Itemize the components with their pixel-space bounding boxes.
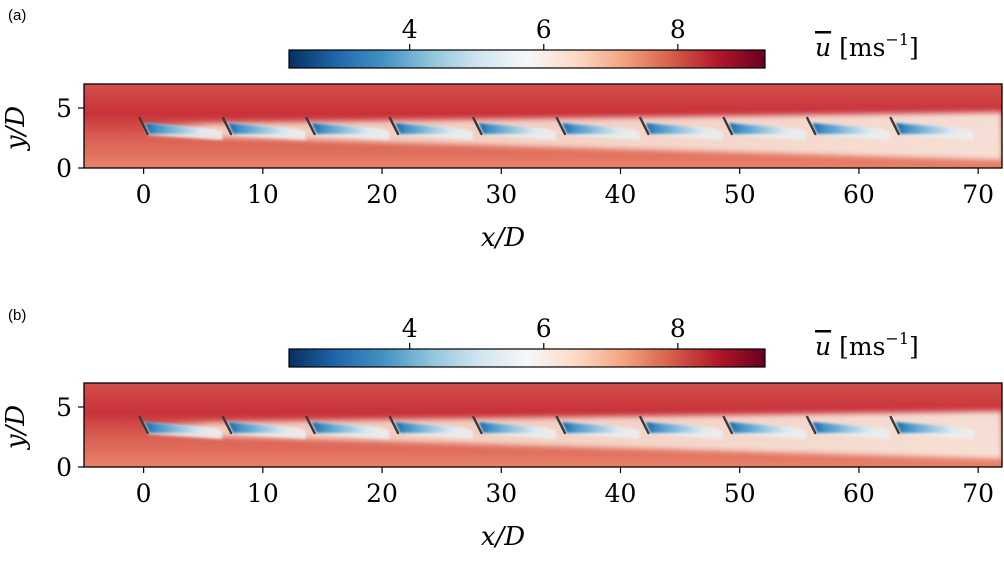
y-tick-label: 0 (56, 453, 72, 482)
wake-core (144, 422, 219, 433)
x-tick-label: 0 (136, 180, 152, 209)
turbine-rotor (555, 415, 567, 435)
panel-label: (a) (8, 7, 26, 24)
x-tick-label: 10 (247, 479, 279, 508)
x-tick-label: 40 (605, 479, 637, 508)
wake-core (728, 123, 803, 134)
wake-core (228, 422, 302, 433)
plot-frame (83, 382, 1003, 468)
panel-b: (b) 4 6 8 u [ms−1] 0 10 20 30 40 50 60 70 0 5 x/D y/D (1, 307, 1003, 552)
turbine-rotor (889, 116, 900, 136)
wake-core (561, 422, 636, 433)
turbine-rotor (722, 116, 733, 136)
x-tick-label: 50 (724, 479, 756, 508)
y-tick-label: 5 (56, 94, 72, 123)
x-tick-label: 60 (843, 180, 875, 209)
turbine-rotor (806, 116, 817, 136)
x-tick-label: 10 (247, 180, 279, 209)
x-axis-label: x/D (481, 522, 525, 552)
wake-core (478, 123, 553, 134)
turbine-rotor (555, 116, 567, 136)
x-tick-label: 30 (485, 180, 517, 209)
turbine-rotor (388, 116, 400, 136)
merged-wake-band (141, 411, 1002, 459)
plot-frame (83, 83, 1003, 169)
turbine-rotor (472, 415, 483, 435)
turbine-rotor (221, 415, 233, 435)
x-tick-label: 50 (724, 180, 756, 209)
wake-core (561, 123, 636, 134)
wake-core (645, 422, 720, 433)
colorbar-tick-label: 6 (536, 314, 552, 343)
x-tick-label: 30 (485, 479, 517, 508)
wake-core (478, 422, 553, 433)
turbine-rotor (138, 116, 149, 136)
wake-core (311, 123, 386, 134)
wake-core (812, 123, 886, 134)
turbine-rotor (305, 116, 316, 136)
colorbar-tick-label: 6 (536, 15, 552, 44)
wake-core (645, 123, 720, 134)
turbine-rotor (889, 415, 900, 435)
y-tick-label: 0 (56, 154, 72, 183)
wake-core (394, 422, 469, 433)
panel-a: (a) 4 6 8 u [ms−1] 0 10 20 30 40 50 60 70 0 5 x/D y/D (1, 7, 1003, 253)
turbine-rotor (639, 116, 650, 136)
colorbar (288, 49, 766, 69)
wake-core (728, 422, 803, 433)
colorbar-label: u [ms−1] (815, 329, 919, 361)
colorbar-tick-label: 8 (670, 15, 686, 44)
wake-core (228, 123, 302, 134)
colorbar-tick-label: 8 (670, 314, 686, 343)
x-tick-label: 20 (366, 479, 398, 508)
turbine-rotor (221, 116, 233, 136)
wake-core (311, 422, 386, 433)
wake-core (812, 422, 886, 433)
wake-core (394, 123, 469, 134)
y-axis-label: y/D (1, 106, 31, 151)
x-tick-label: 70 (962, 180, 994, 209)
x-tick-label: 70 (962, 479, 994, 508)
turbine-rotor (472, 116, 483, 136)
wake-core (895, 123, 970, 134)
x-tick-label: 0 (136, 479, 152, 508)
y-tick-label: 5 (56, 393, 72, 422)
x-tick-label: 20 (366, 180, 398, 209)
colorbar-tick-label: 4 (402, 15, 418, 44)
turbine-rotor (305, 415, 316, 435)
x-tick-label: 40 (605, 180, 637, 209)
turbine-rotor (138, 415, 149, 435)
wake-core (144, 123, 219, 134)
y-axis-label: y/D (1, 405, 31, 450)
colorbar (288, 348, 766, 368)
turbine-rotor (639, 415, 650, 435)
turbine-rotor (722, 415, 733, 435)
wake-core (895, 422, 970, 433)
merged-wake-band (141, 112, 1002, 160)
turbine-rotor (388, 415, 400, 435)
x-axis-label: x/D (481, 223, 525, 253)
colorbar-label: u [ms−1] (815, 30, 919, 62)
x-tick-label: 60 (843, 479, 875, 508)
colorbar-tick-label: 4 (402, 314, 418, 343)
panel-label: (b) (8, 307, 26, 324)
turbine-rotor (806, 415, 817, 435)
velocity-field (84, 84, 1002, 168)
velocity-field (84, 383, 1002, 467)
